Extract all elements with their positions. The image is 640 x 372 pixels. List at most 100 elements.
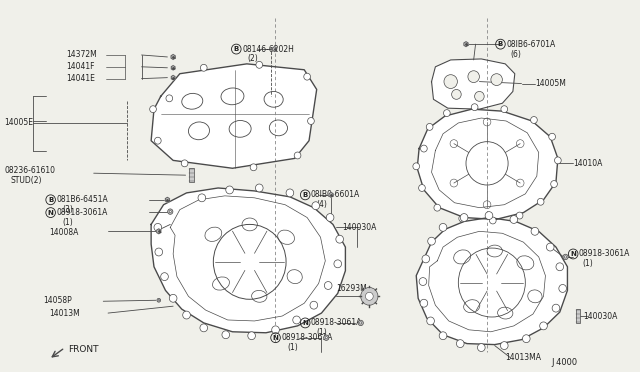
Circle shape <box>419 185 426 192</box>
Circle shape <box>477 344 485 352</box>
Circle shape <box>471 104 478 110</box>
Circle shape <box>540 322 547 330</box>
Circle shape <box>292 316 300 324</box>
Circle shape <box>272 326 280 334</box>
Circle shape <box>248 332 255 340</box>
Circle shape <box>308 118 314 124</box>
Circle shape <box>168 209 173 214</box>
Text: (6): (6) <box>510 49 521 58</box>
Polygon shape <box>416 218 568 344</box>
Polygon shape <box>273 46 276 52</box>
Text: 08236-61610: 08236-61610 <box>4 166 56 175</box>
Circle shape <box>556 263 564 271</box>
Polygon shape <box>464 42 468 46</box>
Bar <box>575 309 580 323</box>
Circle shape <box>485 212 493 219</box>
Circle shape <box>222 331 230 339</box>
Circle shape <box>547 243 554 251</box>
Text: 08918-3061A: 08918-3061A <box>579 250 630 259</box>
Text: 081B6-6451A: 081B6-6451A <box>56 195 108 204</box>
Bar <box>189 168 194 182</box>
Circle shape <box>516 212 523 219</box>
Circle shape <box>310 301 317 309</box>
Circle shape <box>161 273 168 280</box>
Polygon shape <box>417 109 558 219</box>
Circle shape <box>166 95 173 102</box>
Circle shape <box>491 74 502 86</box>
Circle shape <box>456 340 464 347</box>
Text: 08918-3061A: 08918-3061A <box>311 318 362 327</box>
Polygon shape <box>172 65 175 70</box>
Text: B: B <box>48 197 53 203</box>
Circle shape <box>439 224 447 231</box>
Text: 14372M: 14372M <box>66 51 97 60</box>
Circle shape <box>439 332 447 340</box>
Circle shape <box>150 106 156 113</box>
Polygon shape <box>157 229 161 234</box>
Polygon shape <box>172 76 175 80</box>
Circle shape <box>182 311 190 319</box>
Circle shape <box>358 320 364 326</box>
Circle shape <box>459 215 465 222</box>
Circle shape <box>564 256 566 258</box>
Polygon shape <box>165 197 170 202</box>
Polygon shape <box>329 192 333 197</box>
Text: 08IB6-6701A: 08IB6-6701A <box>506 40 556 49</box>
Circle shape <box>365 292 373 300</box>
Circle shape <box>475 92 484 101</box>
Text: FRONT: FRONT <box>68 345 99 354</box>
Text: N: N <box>48 209 54 216</box>
Circle shape <box>256 61 262 68</box>
Circle shape <box>326 214 334 221</box>
Text: (1): (1) <box>583 259 593 268</box>
Text: (1): (1) <box>62 218 73 227</box>
Circle shape <box>304 73 310 80</box>
Circle shape <box>501 106 508 113</box>
Circle shape <box>490 217 496 224</box>
Circle shape <box>181 160 188 167</box>
Circle shape <box>361 288 378 305</box>
Polygon shape <box>151 64 317 168</box>
Text: 14041E: 14041E <box>66 74 95 83</box>
Circle shape <box>312 202 319 210</box>
Circle shape <box>548 133 556 140</box>
Text: 14008A: 14008A <box>49 228 78 237</box>
Circle shape <box>422 255 429 263</box>
Circle shape <box>452 89 461 99</box>
Circle shape <box>157 298 161 302</box>
Polygon shape <box>171 54 175 60</box>
Text: 08IB0-6601A: 08IB0-6601A <box>311 190 360 199</box>
Text: (1): (1) <box>287 343 298 352</box>
Circle shape <box>200 324 207 332</box>
Circle shape <box>426 124 433 130</box>
Circle shape <box>420 145 428 152</box>
Circle shape <box>154 224 162 231</box>
Circle shape <box>250 164 257 171</box>
Circle shape <box>170 294 177 302</box>
Text: 14005E: 14005E <box>4 118 34 128</box>
Text: 14041F: 14041F <box>66 62 95 71</box>
Circle shape <box>563 254 568 260</box>
Circle shape <box>324 282 332 289</box>
Text: 140030A: 140030A <box>583 311 617 321</box>
Polygon shape <box>431 59 515 109</box>
Text: 14010A: 14010A <box>573 159 603 168</box>
Text: 16293M: 16293M <box>336 284 367 293</box>
Text: B: B <box>498 41 503 47</box>
Circle shape <box>334 260 342 268</box>
Circle shape <box>559 285 566 292</box>
Text: N: N <box>302 320 308 326</box>
Text: (1): (1) <box>317 328 328 337</box>
Circle shape <box>550 180 557 187</box>
Text: 08918-3061A: 08918-3061A <box>56 208 108 217</box>
Circle shape <box>294 152 301 159</box>
Text: 140030A: 140030A <box>342 223 377 232</box>
Circle shape <box>434 204 440 211</box>
Circle shape <box>154 137 161 144</box>
Text: 14013MA: 14013MA <box>505 353 541 362</box>
Circle shape <box>468 71 479 83</box>
Circle shape <box>226 186 234 194</box>
Circle shape <box>522 335 530 343</box>
Circle shape <box>324 335 329 340</box>
Circle shape <box>444 110 450 116</box>
